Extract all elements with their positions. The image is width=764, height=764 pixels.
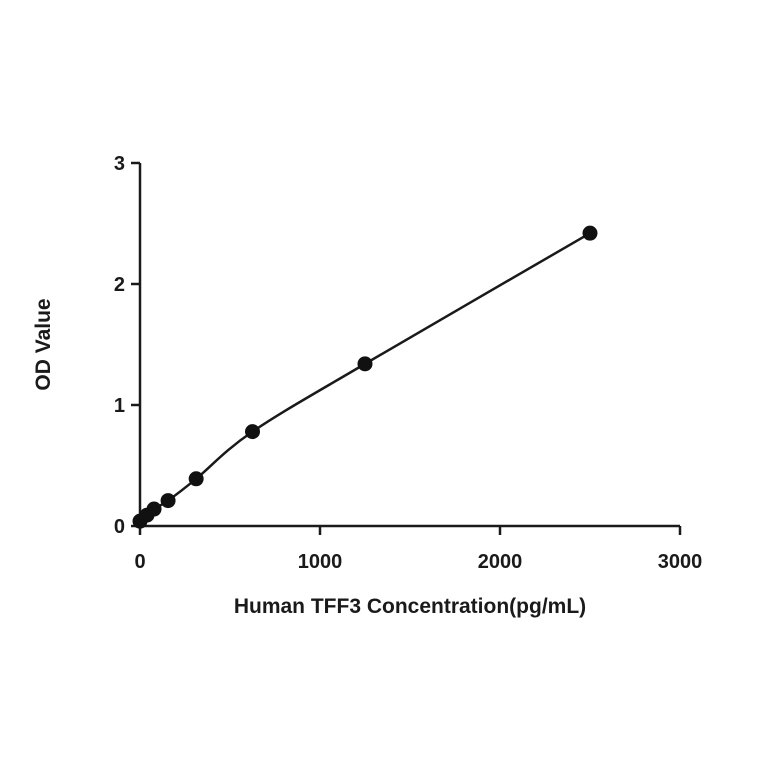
axes [138, 163, 680, 528]
data-point [188, 471, 204, 487]
y-ticks: 0 1 2 3 [114, 153, 140, 538]
data-points [132, 225, 598, 529]
y-axis-label: OD Value [32, 298, 55, 390]
x-tick-label: 2000 [478, 551, 523, 573]
y-tick-label: 0 [114, 516, 125, 538]
x-ticks: 0 1000 2000 3000 [134, 526, 702, 573]
data-point [357, 356, 373, 372]
x-tick-label: 0 [134, 551, 145, 573]
y-tick-label: 1 [114, 395, 125, 417]
data-point [146, 501, 162, 517]
y-tick-label: 3 [114, 153, 125, 175]
y-tick-label: 2 [114, 274, 125, 296]
x-tick-label: 3000 [658, 551, 703, 573]
x-tick-label: 1000 [298, 551, 343, 573]
fit-curve [139, 232, 591, 523]
data-point [582, 225, 598, 241]
data-point [160, 493, 176, 509]
x-axis-label: Human TFF3 Concentration(pg/mL) [234, 595, 586, 618]
data-point [245, 424, 260, 440]
